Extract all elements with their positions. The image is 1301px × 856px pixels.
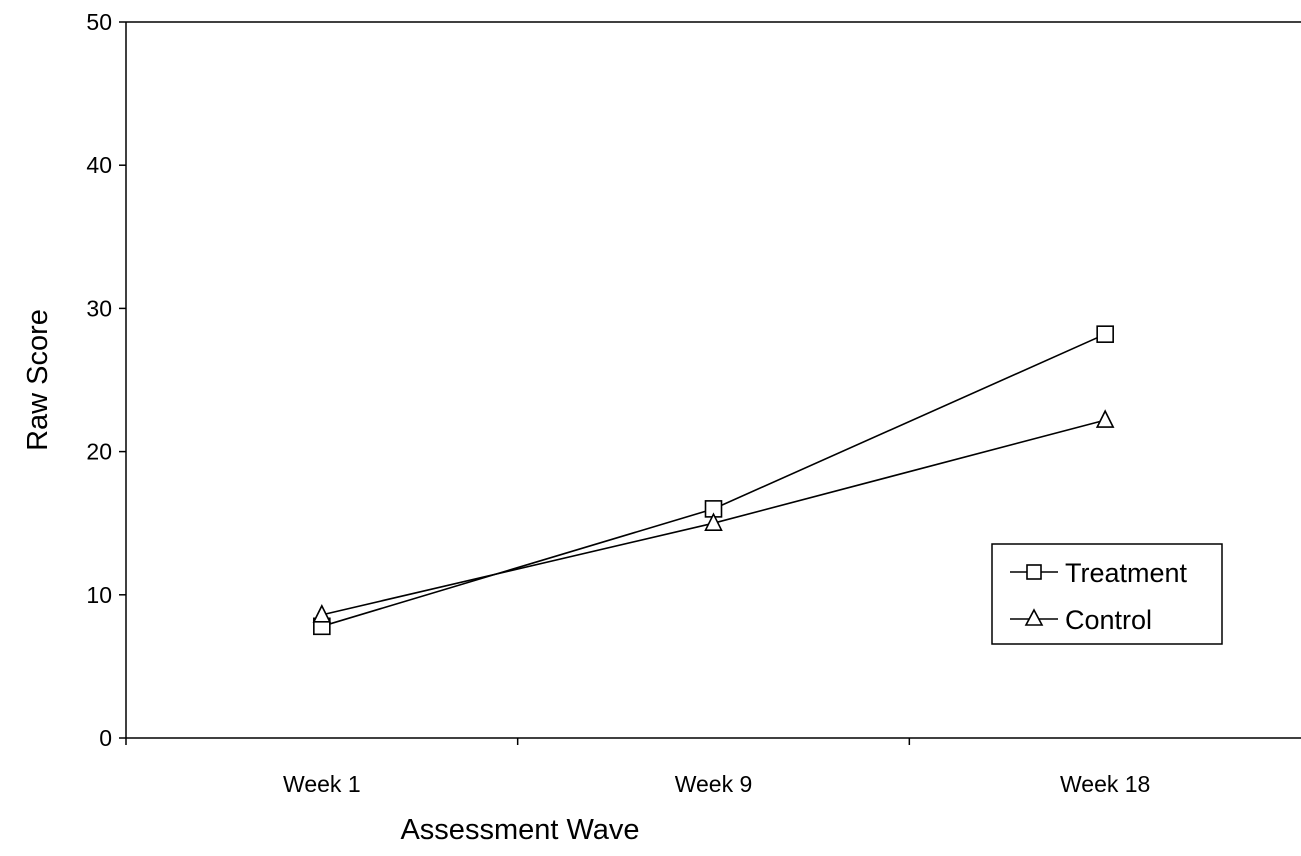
data-point-control bbox=[312, 604, 332, 623]
data-point-treatment bbox=[1096, 325, 1114, 343]
legend-item-control: Control bbox=[1010, 605, 1152, 635]
y-axis-title: Raw Score bbox=[22, 309, 54, 451]
y-tick-label: 40 bbox=[86, 152, 112, 178]
legend-square-marker-icon bbox=[1026, 564, 1042, 580]
x-tick-label: Week 1 bbox=[283, 771, 361, 797]
y-tick-label: 50 bbox=[86, 9, 112, 35]
x-tick-label: Week 18 bbox=[1060, 771, 1150, 797]
y-tick-label: 20 bbox=[86, 439, 112, 465]
data-point-control bbox=[1095, 409, 1115, 428]
x-axis-ticks: Week 1 Week 9 Week 18 bbox=[125, 738, 1150, 797]
y-tick-label: 0 bbox=[99, 725, 112, 751]
y-tick-label: 10 bbox=[86, 582, 112, 608]
legend-box bbox=[991, 543, 1223, 645]
legend-triangle-marker-icon bbox=[1024, 608, 1044, 626]
legend: Treatment Control bbox=[991, 543, 1223, 645]
x-tick-label: Week 9 bbox=[675, 771, 753, 797]
legend-label-treatment: Treatment bbox=[1065, 558, 1188, 588]
legend-label-control: Control bbox=[1065, 605, 1152, 635]
y-tick-label: 30 bbox=[86, 295, 112, 321]
series-layer bbox=[312, 325, 1115, 636]
legend-item-treatment: Treatment bbox=[1010, 558, 1188, 588]
y-axis-ticks: 0 10 20 30 40 50 bbox=[86, 9, 126, 751]
series-line-treatment bbox=[321, 333, 1106, 628]
x-axis-title: Assessment Wave bbox=[400, 814, 639, 846]
data-point-control bbox=[704, 512, 723, 532]
